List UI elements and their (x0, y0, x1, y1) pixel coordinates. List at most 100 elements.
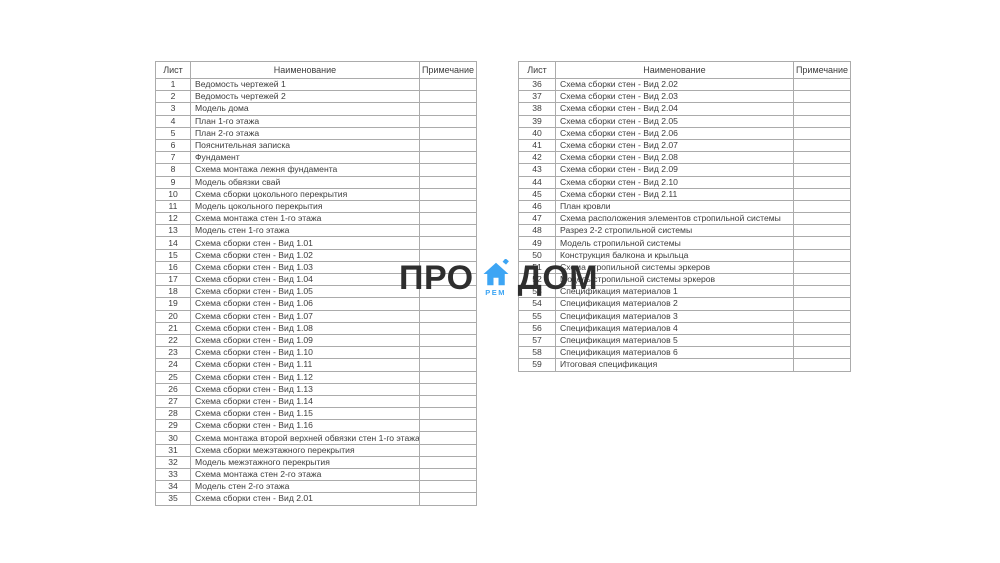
sheet-number-cell: 24 (155, 358, 191, 372)
note-cell (419, 90, 477, 104)
sheet-number-cell: 46 (518, 199, 556, 214)
note-cell (419, 407, 477, 421)
note-cell (793, 126, 851, 140)
note-cell (793, 175, 851, 189)
note-cell (793, 138, 851, 153)
note-cell (793, 224, 851, 238)
sheet-number-cell: 30 (155, 431, 191, 445)
watermark-house-block: РЕМ (479, 259, 513, 297)
name-cell: Схема сборки стен - Вид 1.16 (190, 419, 420, 433)
name-cell: Схема сборки стен - Вид 2.06 (555, 126, 794, 140)
sheet-number-cell: 45 (518, 187, 556, 201)
sheet-number-cell: 47 (518, 212, 556, 226)
note-cell (419, 297, 477, 311)
sheet-number-cell: 37 (518, 90, 556, 104)
name-cell: Схема сборки стен - Вид 1.13 (190, 382, 420, 396)
name-cell: Разрез 2-2 стропильной системы (555, 224, 794, 238)
table-row: 57 Спецификация материалов 5 (518, 333, 851, 348)
table-row: 14 Схема сборки стен - Вид 1.01 (155, 236, 477, 250)
name-cell: Схема сборки стен - Вид 2.05 (555, 114, 794, 128)
name-cell: Схема сборки стен - Вид 1.10 (190, 346, 420, 360)
sheet-number-cell: 8 (155, 163, 191, 177)
table-row: 1 Ведомость чертежей 1 (155, 77, 477, 92)
sheet-number-cell: 12 (155, 212, 191, 226)
table-row: 28 Схема сборки стен - Вид 1.15 (155, 407, 477, 421)
table-row: 41 Схема сборки стен - Вид 2.07 (518, 138, 851, 153)
table-row: 59 Итоговая спецификация (518, 358, 851, 372)
table-row: 17 Схема сборки стен - Вид 1.04 (155, 272, 477, 287)
header-name: Наименование (555, 61, 794, 79)
note-cell (793, 333, 851, 348)
note-cell (419, 199, 477, 214)
note-cell (793, 199, 851, 214)
table-row: 32 Модель межэтажного перекрытия (155, 455, 477, 470)
sheet-number-cell: 26 (155, 382, 191, 396)
note-cell (793, 248, 851, 262)
name-cell: Схема сборки стен - Вид 2.10 (555, 175, 794, 189)
sheet-number-cell: 28 (155, 407, 191, 421)
sheet-number-cell: 29 (155, 419, 191, 433)
header-note: Примечание (419, 61, 477, 79)
sheet-number-cell: 17 (155, 272, 191, 287)
name-cell: Пояснительная записка (190, 138, 420, 153)
name-cell: Схема сборки стен - Вид 1.14 (190, 394, 420, 409)
note-cell (419, 370, 477, 384)
name-cell: План кровли (555, 199, 794, 214)
name-cell: Схема сборки стен - Вид 2.04 (555, 102, 794, 116)
sheet-number-cell: 11 (155, 199, 191, 214)
note-cell (419, 480, 477, 494)
table-row: 30 Схема монтажа второй верхней обвязки с… (155, 431, 477, 445)
watermark-text-pro: ПРО (399, 259, 474, 297)
name-cell: Спецификация материалов 5 (555, 333, 794, 348)
sheet-number-cell: 54 (518, 297, 556, 311)
sheet-number-cell: 44 (518, 175, 556, 189)
table-row: 52 Модель стропильной системы эркеров (518, 272, 851, 287)
name-cell: Фундамент (190, 151, 420, 165)
sheet-number-cell: 19 (155, 297, 191, 311)
sheet-number-cell: 13 (155, 224, 191, 238)
sheet-number-cell: 43 (518, 163, 556, 177)
name-cell: План 1-го этажа (190, 114, 420, 128)
name-cell: Схема сборки стен - Вид 1.04 (190, 272, 420, 287)
table-row: 25 Схема сборки стен - Вид 1.12 (155, 370, 477, 384)
sheet-number-cell: 48 (518, 224, 556, 238)
name-cell: Схема сборки стен - Вид 1.05 (190, 285, 420, 299)
note-cell (419, 102, 477, 116)
name-cell: Спецификация материалов 6 (555, 346, 794, 360)
sheet-number-cell: 9 (155, 175, 191, 189)
table-row: 13 Модель стен 1-го этажа (155, 224, 477, 238)
sheet-number-cell: 42 (518, 151, 556, 165)
sheet-number-cell: 32 (155, 455, 191, 470)
note-cell (793, 346, 851, 360)
name-cell: Модель межэтажного перекрытия (190, 455, 420, 470)
name-cell: Схема расположения элементов стропильной… (555, 212, 794, 226)
note-cell (793, 151, 851, 165)
note-cell (793, 212, 851, 226)
note-cell (419, 187, 477, 201)
table-row: 36 Схема сборки стен - Вид 2.02 (518, 77, 851, 92)
table-row: 31 Схема сборки межэтажного перекрытия (155, 443, 477, 457)
note-cell (419, 151, 477, 165)
table-row: 39 Схема сборки стен - Вид 2.05 (518, 114, 851, 128)
name-cell: Модель стен 2-го этажа (190, 480, 420, 494)
name-cell: Схема сборки стен - Вид 2.03 (555, 90, 794, 104)
note-cell (419, 358, 477, 372)
note-cell (419, 138, 477, 153)
sheet-number-cell: 2 (155, 90, 191, 104)
name-cell: Ведомость чертежей 2 (190, 90, 420, 104)
note-cell (419, 346, 477, 360)
name-cell: Спецификация материалов 3 (555, 309, 794, 323)
table-row: 35 Схема сборки стен - Вид 2.01 (155, 492, 477, 506)
note-cell (419, 212, 477, 226)
note-cell (419, 163, 477, 177)
name-cell: Схема сборки стен - Вид 1.15 (190, 407, 420, 421)
name-cell: Схема сборки стен - Вид 1.01 (190, 236, 420, 250)
table-row: 16 Схема сборки стен - Вид 1.03 (155, 260, 477, 275)
note-cell (793, 321, 851, 335)
sheet-number-cell: 25 (155, 370, 191, 384)
table-row: 38 Схема сборки стен - Вид 2.04 (518, 102, 851, 116)
table-row: 58 Спецификация материалов 6 (518, 346, 851, 360)
table-row: 47 Схема расположения элементов стропильн… (518, 212, 851, 226)
name-cell: Спецификация материалов 4 (555, 321, 794, 335)
